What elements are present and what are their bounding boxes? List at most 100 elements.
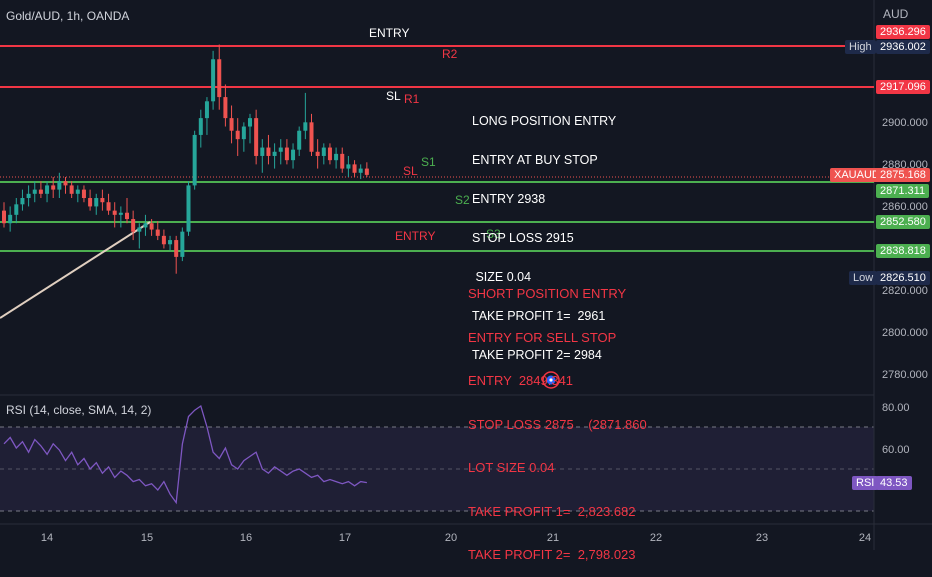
candle-body (51, 185, 56, 190)
candle-body (229, 118, 234, 131)
candle (26, 185, 31, 207)
candle-body (131, 219, 136, 232)
long-position-note: LONG POSITION ENTRY ENTRY AT BUY STOP EN… (472, 89, 616, 375)
rsi-tick: 60.00 (882, 444, 910, 456)
candle-body (235, 130, 240, 140)
candle (364, 162, 369, 177)
candle (45, 181, 50, 203)
note-line: STOP LOSS 2875 (2871.860 (468, 416, 647, 432)
candle-body (20, 198, 25, 205)
candle (321, 143, 326, 165)
candle-body (223, 97, 228, 119)
candle-body (266, 147, 271, 156)
top-price-tag: 2936.296 (876, 25, 930, 39)
high-label: High (845, 40, 876, 54)
candle-body (309, 122, 314, 152)
candle-body (38, 189, 43, 194)
candle (38, 181, 43, 199)
candle (352, 160, 357, 177)
candle-body (211, 59, 216, 102)
candle-body (315, 151, 320, 156)
trend-line[interactable] (0, 221, 151, 319)
alert-icon[interactable] (542, 371, 560, 389)
rsi-pane (0, 394, 874, 512)
low-label: Low (849, 271, 878, 285)
price-axis: 2900.000 2880.000 2860.000 2820.000 2800… (882, 117, 928, 456)
candle-body (143, 223, 148, 228)
candle-body (241, 126, 246, 140)
candle (260, 139, 265, 173)
candle (88, 189, 93, 211)
note-line: LOT SIZE 0.04 (468, 460, 555, 475)
candle-body (63, 181, 68, 186)
price-tick: 2800.000 (882, 327, 928, 339)
note-line: LONG POSITION ENTRY (472, 114, 617, 128)
candle (57, 172, 62, 199)
candle (149, 219, 154, 236)
r1-price-tag: 2917.096 (876, 80, 930, 94)
candle-body (94, 198, 99, 207)
candle-body (198, 118, 203, 135)
candle (51, 176, 56, 199)
candle-body (75, 189, 80, 194)
time-tick: 24 (859, 532, 871, 544)
candle (161, 229, 166, 249)
candle-body (334, 153, 339, 161)
s1-label: S1 (421, 155, 436, 169)
candle-body (204, 101, 209, 119)
note-line: TAKE PROFIT 1= 2961 (472, 309, 606, 323)
candle-body (346, 164, 351, 169)
candle (229, 105, 234, 144)
candle (291, 143, 296, 169)
price-chart[interactable]: 2900.000 2880.000 2860.000 2820.000 2800… (0, 0, 932, 550)
time-axis: 14 15 16 17 20 21 22 23 24 (41, 532, 871, 544)
candle (155, 221, 160, 241)
candle (284, 139, 289, 165)
candle (32, 181, 37, 203)
candle-body (364, 168, 369, 175)
r1-label: R1 (404, 92, 420, 106)
candle-body (180, 231, 185, 257)
s3-price-tag: 2838.818 (876, 244, 930, 258)
candle-body (186, 185, 191, 232)
note-line: TAKE PROFIT 2= 2984 (472, 348, 602, 362)
candle (186, 181, 191, 236)
candle (143, 214, 148, 236)
candle-body (8, 214, 13, 224)
candle-body (192, 134, 197, 186)
note-line: ENTRY FOR SELL STOP (468, 329, 617, 345)
candle (192, 130, 197, 190)
time-tick: 14 (41, 532, 53, 544)
candle-body (57, 181, 62, 190)
note-line: ENTRY 2938 (472, 192, 546, 206)
candle (266, 134, 271, 165)
candle-body (32, 189, 37, 194)
candle (223, 84, 228, 127)
candle-body (69, 185, 74, 194)
candle (20, 189, 25, 211)
s1-price-tag: 2871.311 (876, 184, 930, 198)
candle-body (14, 204, 19, 215)
candle (217, 44, 222, 110)
candle (168, 235, 173, 251)
candle-body (137, 227, 142, 232)
currency-label: AUD (883, 7, 909, 21)
candle (180, 227, 185, 262)
candle (211, 50, 216, 110)
candle (125, 198, 129, 224)
time-tick: 17 (339, 532, 351, 544)
candle-body (81, 189, 86, 199)
entry-top-label: ENTRY (369, 26, 410, 40)
candle-body (112, 210, 117, 215)
rsi-tick: 80.00 (882, 402, 910, 414)
candle-body (45, 185, 50, 194)
candle-body (272, 151, 277, 156)
short-position-note: SHORT POSITION ENTRY ENTRY FOR SELL STOP… (468, 258, 647, 577)
time-tick: 22 (650, 532, 662, 544)
time-tick: 21 (547, 532, 559, 544)
price-tick: 2900.000 (882, 117, 928, 129)
candle (69, 181, 74, 199)
candle (94, 193, 99, 215)
candle-body (352, 164, 357, 173)
candle-body (168, 240, 173, 245)
